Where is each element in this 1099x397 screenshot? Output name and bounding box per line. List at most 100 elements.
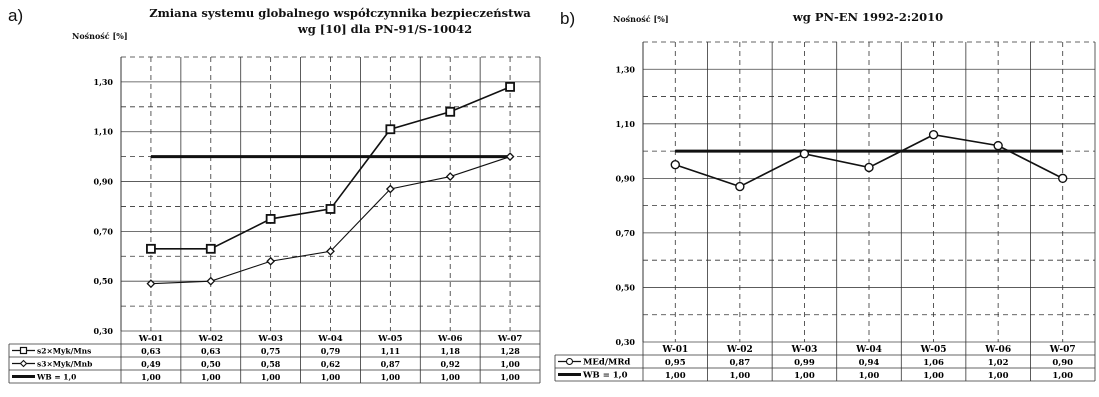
y-tick-label: 1,30 [94, 77, 114, 87]
data-label: 0,62 [321, 359, 340, 369]
data-label: 0,87 [730, 358, 751, 368]
data-point-0 [735, 181, 745, 192]
legend-marker-0 [565, 357, 574, 366]
data-label: 0,87 [381, 359, 400, 369]
x-tick-label: W-04 [317, 334, 343, 344]
data-point-0 [505, 81, 515, 92]
data-label: 1,00 [665, 371, 686, 381]
data-label: 0,79 [321, 346, 341, 356]
data-label: 1,02 [988, 358, 1009, 368]
y-tick-label: 0,90 [616, 173, 636, 183]
data-point-1 [505, 152, 515, 162]
data-point-0 [146, 243, 156, 254]
data-label: 0,49 [141, 359, 161, 369]
y-tick-label: 0,30 [94, 326, 114, 336]
legend-marker-0 [19, 346, 28, 355]
chart-title-a: Zmiana systemu globalnego współczynnika … [149, 6, 531, 20]
y-tick-label: 0,30 [616, 337, 636, 347]
x-tick-label: W-03 [790, 345, 817, 355]
x-tick-label: W-04 [855, 345, 882, 355]
data-label: 1,00 [141, 372, 161, 382]
data-point-1 [206, 276, 216, 286]
x-tick-label: W-02 [726, 345, 753, 355]
legend-entry: WB = 1,0 [36, 373, 76, 382]
data-label: 0,75 [261, 346, 280, 356]
data-label: 1,06 [923, 358, 944, 368]
legend-entry: s3×Myk/Mnb [37, 360, 92, 369]
x-tick-label: W-06 [984, 345, 1011, 355]
legend-entry: MEd/MRd [583, 358, 630, 368]
data-label: 0,94 [859, 358, 880, 368]
data-label: 1,00 [321, 372, 341, 382]
y-tick-label: 0,90 [94, 177, 114, 187]
x-tick-label: W-05 [377, 334, 403, 344]
x-tick-label: W-02 [198, 334, 224, 344]
data-label: 0,90 [1052, 358, 1073, 368]
x-tick-label: W-01 [661, 345, 688, 355]
data-label: 1,00 [794, 371, 815, 381]
data-point-0 [993, 140, 1003, 151]
panel-letter-b: b) [560, 9, 576, 28]
data-label: 1,00 [261, 372, 281, 382]
y-tick-label: 1,30 [616, 64, 636, 74]
data-point-0 [928, 130, 939, 140]
y-tick-label: 0,50 [94, 276, 114, 286]
x-tick-label: W-01 [138, 334, 164, 344]
data-label: 0,58 [261, 359, 281, 369]
y-tick-label: 1,10 [616, 119, 636, 129]
data-point-0 [670, 160, 680, 170]
data-label: 0,99 [794, 358, 815, 368]
data-label: 1,18 [440, 346, 460, 356]
data-point-1 [385, 184, 395, 194]
x-tick-label: W-06 [437, 334, 463, 344]
y-axis-label-a: Nośność [%] [72, 31, 128, 41]
chart-subtitle-a: wg [10] dla PN-91/S-10042 [297, 22, 473, 36]
data-label: 0,63 [201, 346, 221, 356]
data-point-0 [205, 243, 216, 254]
data-label: 1,00 [988, 371, 1009, 381]
data-label: 1,11 [381, 346, 400, 356]
chart-panel-b: b) wg PN-EN 1992-2:2010 Nośność [%] 0,30… [548, 0, 1099, 397]
data-point-0 [325, 204, 336, 214]
data-point-0 [445, 106, 456, 117]
data-label: 1,00 [500, 372, 520, 382]
data-point-1 [146, 279, 156, 289]
legend-entry: WB = 1,0 [582, 371, 628, 381]
data-point-1 [326, 246, 335, 256]
chart-svg-b: 0,30 0,50 0,70 0,90 1,10 1,30 W-01 W-02 W-03 W-04… [554, 41, 1096, 382]
x-tick-label: W-05 [920, 345, 947, 355]
legend-entry: s2×Myk/Mns [37, 347, 91, 356]
x-tick-label: W-07 [497, 334, 523, 344]
panel-letter-a: a) [8, 6, 24, 25]
data-point-1 [445, 172, 455, 181]
y-tick-label: 0,70 [94, 226, 114, 236]
x-tick-label: W-07 [1049, 345, 1076, 355]
y-axis-label-b: Nośność [%] [613, 14, 669, 24]
data-point-0 [799, 149, 810, 159]
data-label: 1,00 [859, 371, 880, 381]
data-label: 1,00 [730, 371, 751, 381]
data-label: 1,00 [1052, 371, 1073, 381]
data-label: 1,00 [923, 371, 944, 381]
chart-title-b: wg PN-EN 1992-2:2010 [792, 10, 944, 24]
data-point-0 [1058, 173, 1068, 184]
x-tick-label: W-03 [257, 334, 283, 344]
data-point-1 [266, 256, 276, 266]
data-label: 1,00 [381, 372, 401, 382]
data-label: 0,63 [141, 346, 161, 356]
data-label: 0,50 [201, 359, 221, 369]
y-tick-label: 1,10 [94, 127, 114, 137]
data-label: 1,00 [440, 372, 460, 382]
data-point-0 [385, 124, 396, 135]
chart-svg-a: 0,30 0,50 0,70 0,90 1,10 1,30 W-01 W-02 W-03 W-04… [8, 56, 541, 384]
chart-panel-a: a) Zmiana systemu globalnego współczynni… [0, 0, 548, 397]
data-point-0 [265, 214, 276, 224]
data-label: 1,00 [201, 372, 221, 382]
y-tick-label: 0,70 [616, 228, 636, 238]
data-point-0 [864, 162, 874, 173]
y-tick-label: 0,50 [616, 282, 636, 292]
data-label: 0,92 [440, 359, 459, 369]
data-label: 1,00 [500, 359, 520, 369]
data-label: 0,95 [665, 358, 686, 368]
legend-marker-1 [19, 359, 28, 368]
